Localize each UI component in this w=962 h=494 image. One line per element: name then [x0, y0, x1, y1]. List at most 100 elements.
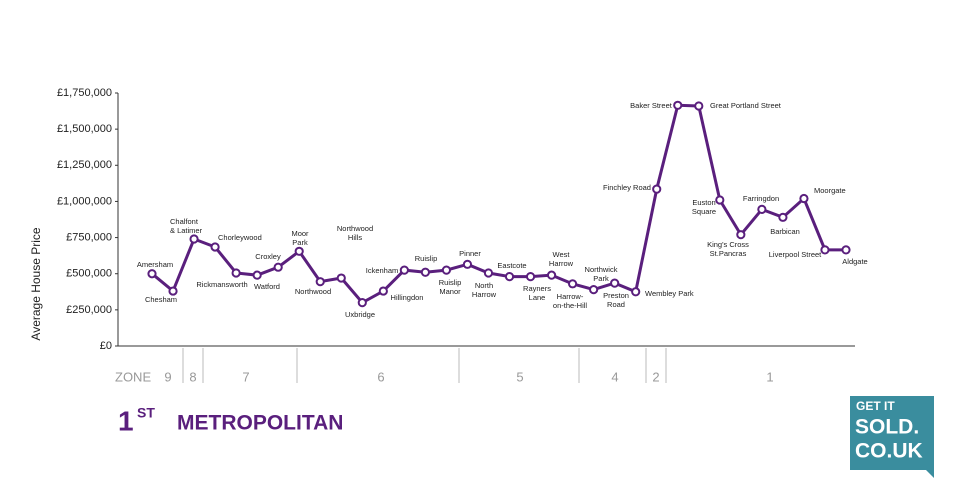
station-label: Chesham [145, 295, 177, 304]
station-marker [610, 278, 620, 288]
station-marker [778, 212, 788, 222]
label-line: King's Cross [707, 240, 749, 249]
label-line: Rayners [523, 284, 551, 293]
station-label: Eastcote [497, 261, 526, 270]
label-line: Road [607, 300, 625, 309]
line-name: METROPOLITAN [177, 412, 343, 435]
station-marker [673, 100, 683, 110]
label-line: Lane [529, 293, 546, 302]
label-line: Harrow [472, 290, 497, 299]
station-marker [589, 285, 599, 295]
station-label: Farringdon [743, 194, 779, 203]
logo-text: SOLD. [855, 416, 919, 439]
zone-label: 4 [611, 369, 618, 384]
station-marker [799, 193, 809, 204]
label-line: Ruislip [439, 278, 462, 287]
station-marker [420, 267, 430, 277]
label-line: Moor [291, 229, 309, 238]
label-line: Manor [439, 287, 461, 296]
y-tick-label: £500,000 [66, 268, 112, 280]
label-line: Park [292, 238, 308, 247]
station-marker [273, 262, 283, 272]
station-marker [525, 272, 536, 282]
y-axis-label: Average House Price [29, 227, 43, 341]
station-label: Liverpool Street [769, 250, 822, 259]
station-marker [294, 246, 304, 256]
station-label: Northwick Park [585, 265, 618, 283]
station-label: Rickmansworth [196, 280, 247, 289]
logo: GET IT SOLD. CO.UK [850, 396, 934, 478]
station-label: Wembley Park [645, 289, 694, 298]
station-marker [399, 265, 409, 275]
station-label: Chorleywood [218, 233, 262, 242]
station-label: West Harrow [549, 250, 574, 268]
label-line: St.Pancras [710, 249, 747, 258]
station-label: Preston Road [603, 291, 629, 309]
label-line: Northwick [585, 265, 618, 274]
station-marker [252, 270, 262, 280]
label-line: West [553, 250, 571, 259]
station-label: Hillingdon [391, 293, 424, 302]
station-marker [841, 245, 851, 255]
station-marker [504, 272, 515, 282]
rank-suffix: ST [137, 405, 155, 421]
station-marker [147, 269, 157, 279]
y-tick-label: £1,750,000 [57, 87, 112, 99]
price-line [151, 103, 846, 305]
rank: 1 [118, 405, 134, 436]
station-marker [336, 273, 346, 283]
station-label: Amersham [137, 260, 173, 269]
station-label: Barbican [770, 227, 800, 236]
station-label: Croxley [255, 252, 281, 261]
station-label: Euston Square [692, 198, 716, 216]
station-label: Northwood Hills [337, 224, 373, 242]
station-marker [357, 298, 367, 308]
station-label: Ickenham [366, 266, 399, 275]
station-label: Harrow-on-the-Hill [553, 292, 588, 310]
y-tick-label: £1,500,000 [57, 123, 112, 135]
logo-text: CO.UK [855, 440, 923, 463]
label-line: Harrow [549, 259, 574, 268]
label-line: Park [593, 274, 609, 283]
label-line: & Latimer [170, 226, 203, 235]
station-label: Moorgate [814, 186, 846, 195]
station-label: Ruislip Manor [439, 278, 462, 296]
y-tick-label: £1,000,000 [57, 195, 112, 207]
station-marker [631, 287, 641, 297]
station-marker [652, 184, 662, 194]
station-marker [315, 277, 325, 287]
station-label: Great Portland Street [710, 101, 782, 110]
zone-label: 5 [516, 369, 523, 384]
label-line: Preston [603, 291, 629, 300]
station-marker [568, 279, 578, 289]
y-tick-label: £1,250,000 [57, 159, 112, 171]
station-marker [757, 204, 767, 214]
station-label: Watford [254, 282, 280, 291]
label-line: Harrow- [557, 292, 584, 301]
logo-text: GET IT [856, 399, 895, 413]
station-marker [189, 234, 199, 244]
label-line: Northwood [337, 224, 373, 233]
station-marker [210, 242, 220, 252]
label-line: Hills [348, 233, 362, 242]
label-line: Square [692, 207, 716, 216]
station-label: Uxbridge [345, 310, 375, 319]
zone-label: 8 [189, 369, 196, 384]
station-label: Finchley Road [603, 183, 651, 192]
y-tick-label: £0 [100, 340, 112, 352]
station-label: North Harrow [472, 281, 497, 299]
station-label: Moor Park [291, 229, 309, 247]
station-marker [736, 230, 746, 240]
station-marker [168, 286, 178, 296]
station-marker [820, 245, 830, 255]
station-marker [483, 268, 494, 278]
station-marker [694, 101, 704, 111]
logo-bg [850, 396, 934, 478]
y-tick-label: £750,000 [66, 231, 112, 243]
station-label: Pinner [459, 249, 481, 258]
zone-label: 6 [377, 369, 384, 384]
station-label: Chalfont & Latimer [170, 217, 203, 235]
y-tick-label: £250,000 [66, 304, 112, 316]
label-line: Chalfont [170, 217, 199, 226]
station-marker [462, 259, 473, 269]
